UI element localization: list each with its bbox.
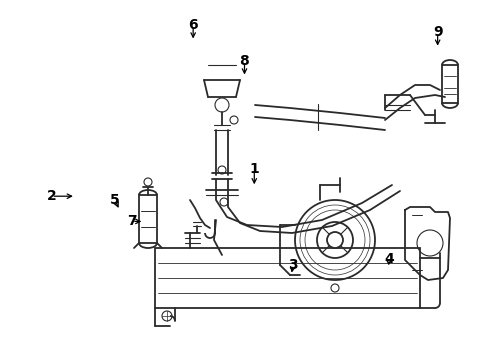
Text: 6: 6 xyxy=(188,18,198,32)
Bar xyxy=(139,195,157,243)
Text: 3: 3 xyxy=(288,258,298,271)
Bar xyxy=(441,65,457,103)
Text: 4: 4 xyxy=(383,252,393,266)
Text: 9: 9 xyxy=(432,26,442,39)
Circle shape xyxy=(326,232,342,248)
Bar xyxy=(155,248,419,308)
Text: 2: 2 xyxy=(46,189,56,203)
Text: 8: 8 xyxy=(239,54,249,68)
Text: 5: 5 xyxy=(110,193,120,207)
Text: 7: 7 xyxy=(127,215,137,228)
Text: 1: 1 xyxy=(249,162,259,176)
